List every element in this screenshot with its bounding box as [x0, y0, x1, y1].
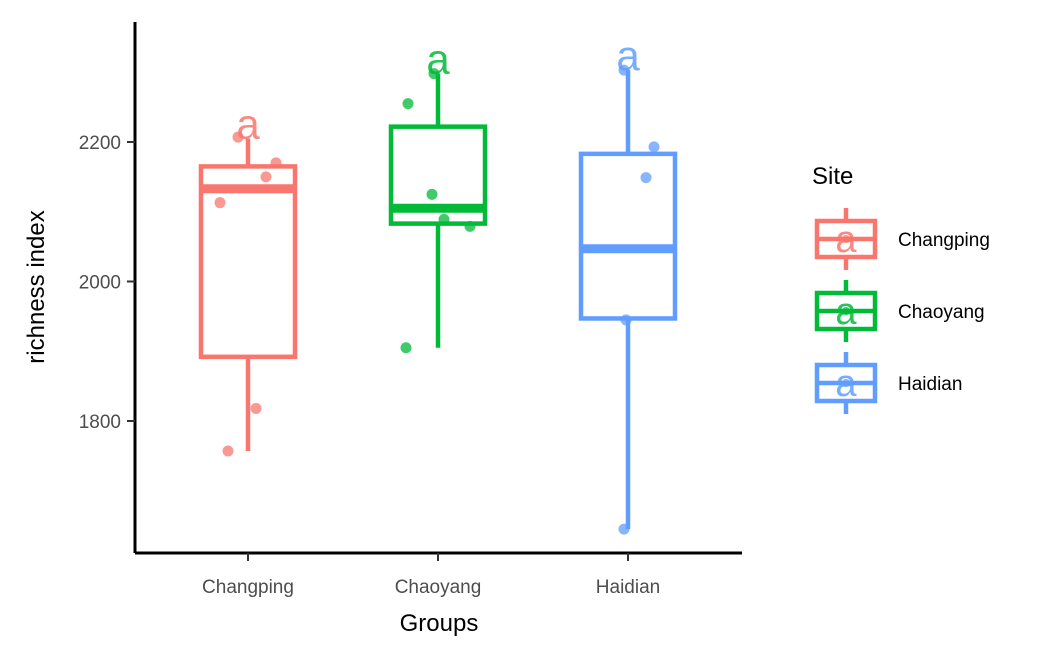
- legend-item-changping: a Changping: [814, 208, 990, 270]
- data-point: [214, 197, 226, 209]
- significance-letter: a: [426, 36, 450, 83]
- legend-key-point: [842, 307, 850, 315]
- legend-item-haidian: a Haidian: [814, 352, 962, 414]
- legend-label: Chaoyang: [898, 302, 985, 323]
- data-point: [270, 157, 282, 169]
- data-point: [618, 523, 630, 535]
- data-point: [620, 314, 632, 326]
- significance-letter: a: [616, 32, 640, 79]
- y-tick-label: 2200: [79, 133, 121, 154]
- significance-letter: a: [236, 101, 260, 148]
- data-point: [232, 131, 244, 143]
- axes: 1800 2000 2200 Changping Chaoyang Haidian Grou…: [23, 22, 742, 637]
- legend-label: Haidian: [898, 374, 962, 395]
- y-axis-title: richness index: [23, 210, 50, 363]
- data-point: [618, 64, 630, 76]
- y-tick-label: 1800: [79, 412, 121, 433]
- box-iqr: [578, 151, 678, 321]
- data-point: [402, 98, 414, 110]
- legend-key-letter: a: [835, 291, 857, 333]
- y-tick-label: 2000: [79, 273, 121, 294]
- data-point: [222, 445, 234, 457]
- legend: Site a Changping a Chaoyang a Haidian: [812, 163, 990, 414]
- legend-item-chaoyang: a Chaoyang: [814, 280, 985, 342]
- box-iqr: [198, 164, 298, 360]
- box-haidian: a: [578, 32, 678, 535]
- legend-key-letter: a: [835, 363, 857, 405]
- x-axis-title: Groups: [400, 610, 479, 637]
- x-tick-label-chaoyang: Chaoyang: [395, 577, 482, 598]
- data-point: [648, 141, 660, 153]
- legend-key: a: [814, 208, 878, 270]
- box-iqr: [388, 124, 488, 226]
- data-point: [260, 171, 272, 183]
- legend-key-point: [842, 235, 850, 243]
- plot-area: a a a: [198, 32, 678, 535]
- legend-key: a: [814, 352, 878, 414]
- legend-label: Changping: [898, 230, 990, 251]
- data-point: [426, 188, 438, 200]
- legend-key-point: [842, 379, 850, 387]
- legend-title: Site: [812, 163, 853, 190]
- x-tick-label-haidian: Haidian: [596, 577, 660, 598]
- box-chaoyang: a: [388, 36, 488, 354]
- legend-key-letter: a: [835, 219, 857, 261]
- data-point: [250, 402, 262, 414]
- box-changping: a: [198, 101, 298, 457]
- data-point: [438, 213, 450, 225]
- data-point: [464, 220, 476, 232]
- data-point: [640, 172, 652, 184]
- legend-key: a: [814, 280, 878, 342]
- x-tick-label-changping: Changping: [202, 577, 294, 598]
- data-point: [428, 68, 440, 80]
- data-point: [400, 342, 412, 354]
